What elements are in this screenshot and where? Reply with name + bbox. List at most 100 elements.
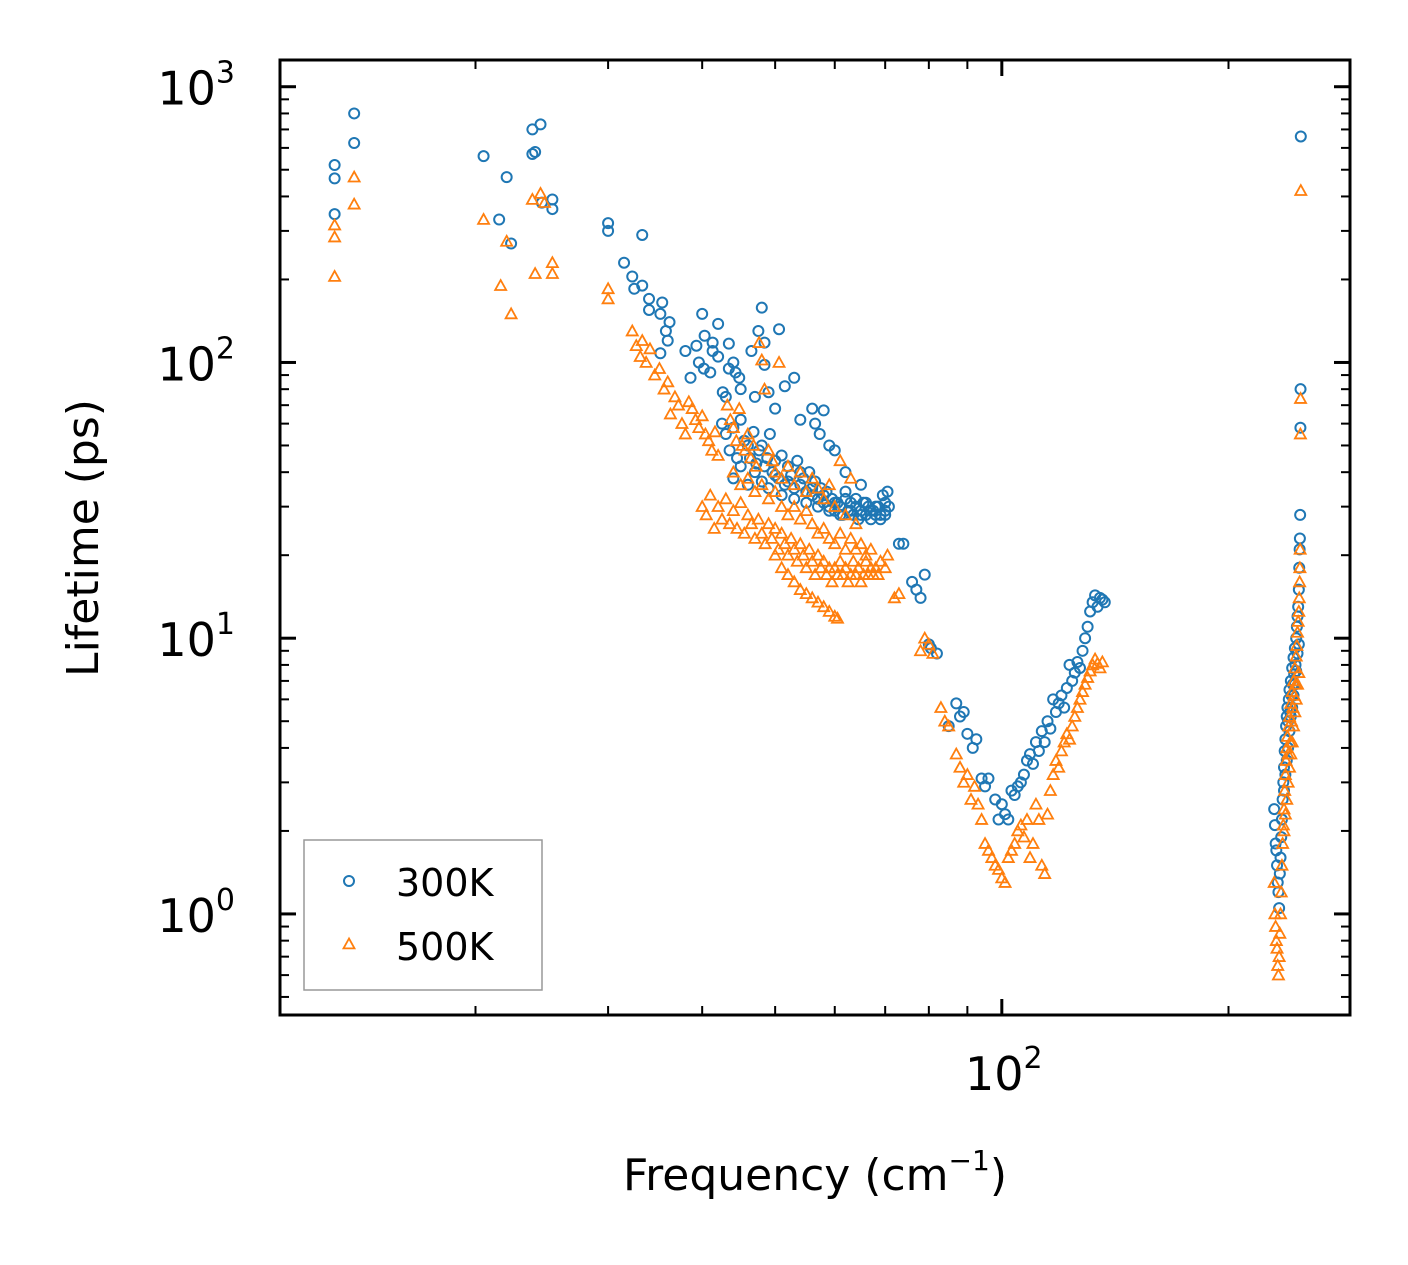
point-500k [685, 401, 700, 414]
point-500k [746, 438, 761, 451]
point-300k [755, 475, 768, 488]
point-300k [690, 339, 703, 352]
point-500k [1289, 638, 1304, 651]
point-500k [1283, 746, 1298, 760]
point-500k [925, 646, 940, 659]
point-500k [723, 412, 738, 426]
point-300k [788, 492, 801, 505]
point-300k [734, 413, 747, 426]
point-500k [754, 352, 769, 366]
point-300k [763, 428, 776, 441]
point-500k [774, 560, 789, 574]
point-500k [1279, 753, 1294, 766]
point-500k [493, 278, 508, 291]
point-500k [1292, 560, 1307, 574]
x-axis-label-text: Frequency (cm [623, 1150, 949, 1201]
point-500k [793, 511, 808, 525]
point-300k [734, 383, 747, 396]
point-500k [1278, 767, 1293, 780]
point-500k [327, 229, 342, 243]
point-500k [833, 526, 848, 539]
point-500k [1281, 775, 1296, 788]
point-500k [956, 775, 971, 788]
point-300k [712, 350, 725, 363]
x-axis-label: Frequency (cm−1) [623, 1144, 1007, 1201]
point-300k [602, 217, 615, 230]
legend-marker-500k [341, 936, 357, 950]
point-500k [1025, 836, 1041, 849]
point-500k [816, 521, 831, 534]
point-300k [712, 317, 725, 330]
point-500k [711, 448, 726, 461]
point-500k [848, 567, 863, 580]
point-500k [1051, 760, 1066, 773]
point-300k [656, 296, 669, 309]
point-500k [838, 507, 853, 521]
point-500k [1022, 850, 1038, 863]
point-300k [748, 466, 761, 479]
point-300k [1017, 768, 1030, 781]
point-300k [733, 371, 746, 384]
point-500k [647, 367, 662, 381]
point-500k [625, 323, 640, 337]
legend-marker-300k [343, 875, 355, 887]
point-500k [984, 850, 999, 863]
point-500k [1067, 709, 1082, 722]
y-tick-label: 101 [157, 607, 235, 667]
point-500k [663, 406, 678, 420]
point-500k [1290, 625, 1305, 638]
point-500k [1292, 590, 1307, 604]
point-500k [1289, 692, 1304, 705]
point-300k [477, 150, 490, 163]
point-500k [833, 553, 848, 567]
point-500k [751, 511, 766, 525]
point-500k [833, 453, 848, 467]
point-500k [732, 401, 747, 414]
point-500k [743, 450, 758, 464]
point-300k [788, 371, 801, 384]
legend-label-300k: 300K [396, 861, 495, 905]
point-500k [793, 536, 808, 550]
point-500k [917, 630, 932, 644]
point-500k [499, 233, 514, 247]
point-500k [695, 499, 710, 512]
point-500k [698, 426, 713, 440]
point-300k [722, 337, 735, 350]
y-tick-label: 102 [157, 331, 235, 391]
point-300k [546, 203, 559, 216]
point-500k [799, 586, 814, 600]
legend-label-500k: 500K [396, 925, 495, 969]
point-500k [1043, 783, 1058, 796]
point-500k [813, 560, 828, 574]
point-300k [654, 307, 667, 320]
point-500k [835, 567, 850, 580]
point-500k [720, 397, 735, 411]
point-500k [921, 636, 936, 650]
point-500k [810, 547, 826, 561]
point-500k [960, 767, 975, 780]
point-300k [1032, 744, 1045, 757]
point-500k [714, 511, 730, 525]
point-500k [754, 526, 769, 539]
point-300k [745, 345, 758, 358]
point-500k [1057, 734, 1072, 748]
point-300k [817, 404, 830, 417]
point-300k [723, 444, 736, 457]
point-500k [740, 470, 755, 484]
point-300k [684, 371, 697, 384]
point-300k [950, 697, 963, 710]
point-500k [780, 567, 796, 580]
point-500k [967, 779, 982, 792]
point-500k [1054, 743, 1069, 757]
point-500k [707, 424, 723, 438]
data-points [327, 107, 1308, 981]
point-500k [671, 397, 686, 411]
legend-box [303, 839, 543, 991]
point-500k [1269, 941, 1285, 954]
point-500k [525, 192, 540, 205]
point-500k [816, 599, 831, 613]
point-500k [347, 196, 362, 210]
point-300k [734, 460, 747, 473]
point-300k [534, 118, 547, 131]
